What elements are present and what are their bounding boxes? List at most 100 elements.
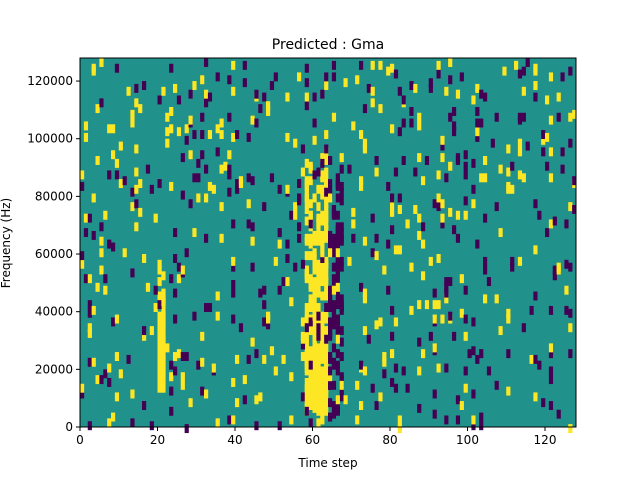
heatmap-cell: [401, 156, 406, 165]
heatmap-cell: [293, 210, 298, 220]
heatmap-cell: [378, 392, 383, 402]
heatmap-cell: [548, 343, 554, 353]
heatmap-cell: [304, 176, 309, 186]
heatmap-cell: [300, 352, 306, 361]
heatmap-cell: [459, 308, 464, 318]
heatmap-cell: [316, 331, 321, 341]
heatmap-cell: [157, 259, 162, 269]
heatmap-cell: [316, 398, 321, 408]
heatmap-cell: [444, 363, 449, 373]
heatmap-cell: [304, 377, 309, 387]
heatmap-cell: [324, 176, 329, 186]
heatmap-cell: [258, 288, 263, 298]
heatmap-cell: [506, 349, 511, 359]
heatmap-cell: [207, 303, 213, 312]
heatmap-cell: [246, 354, 251, 364]
heatmap-cell: [281, 277, 286, 287]
heatmap-cell: [390, 225, 395, 235]
heatmap-cell: [223, 161, 228, 171]
heatmap-cell: [308, 294, 313, 304]
heatmap-cell: [231, 279, 236, 289]
heatmap-cell: [390, 193, 395, 203]
heatmap-cell: [339, 228, 344, 238]
heatmap-cell: [308, 210, 313, 220]
heatmap-cell: [331, 320, 337, 330]
heatmap-cell: [331, 380, 337, 390]
heatmap-cell: [176, 274, 182, 284]
heatmap-cell: [545, 228, 550, 238]
heatmap-cell: [277, 239, 282, 249]
heatmap-cell: [320, 153, 325, 163]
heatmap-cell: [552, 271, 557, 281]
heatmap-cell: [308, 377, 313, 387]
heatmap-cell: [235, 398, 240, 408]
heatmap-cell: [149, 421, 154, 431]
heatmap-cell: [173, 288, 178, 298]
heatmap-cell: [215, 311, 220, 321]
heatmap-cell: [483, 256, 488, 266]
heatmap-cell: [475, 83, 480, 93]
heatmap-cell: [130, 202, 135, 212]
heatmap-cell: [444, 173, 449, 183]
heatmap-cell: [176, 95, 182, 105]
heatmap-cell: [564, 285, 569, 295]
heatmap-cell: [328, 366, 333, 376]
heatmap-cell: [506, 167, 511, 177]
heatmap-cell: [134, 199, 139, 209]
heatmap-cell: [134, 167, 139, 177]
heatmap-cell: [153, 213, 158, 223]
heatmap-cell: [552, 265, 557, 275]
y-axis-ticks: 0 20000 40000 60000 80000 100000 120000: [27, 74, 80, 434]
heatmap-cell: [304, 392, 309, 402]
heatmap-cell: [87, 300, 92, 310]
heatmap-cell: [95, 375, 100, 385]
heatmap-cell: [262, 92, 267, 102]
heatmap-cell: [324, 311, 329, 321]
heatmap-cell: [161, 349, 166, 359]
heatmap-cell: [452, 127, 457, 137]
heatmap-cell: [304, 63, 309, 73]
heatmap-cell: [393, 317, 399, 327]
heatmap-cell: [312, 346, 317, 356]
heatmap-cell: [533, 199, 538, 209]
heatmap-cell: [324, 334, 329, 344]
heatmap-cell: [165, 343, 170, 353]
heatmap-cell: [99, 248, 104, 258]
heatmap-cell: [432, 300, 437, 310]
heatmap-cell: [262, 354, 267, 364]
heatmap-cell: [463, 366, 468, 376]
heatmap-cell: [204, 193, 209, 203]
heatmap-cell: [328, 179, 333, 189]
heatmap-cell: [417, 230, 422, 240]
heatmap-cell: [169, 406, 174, 416]
heatmap-cell: [548, 366, 554, 376]
heatmap-cell: [254, 395, 259, 405]
heatmap-cell: [374, 320, 379, 330]
heatmap-cell: [366, 334, 371, 344]
heatmap-cell: [324, 193, 329, 203]
heatmap-cell: [324, 187, 329, 197]
heatmap-cell: [312, 354, 317, 364]
heatmap-cell: [316, 343, 321, 353]
y-tick-label: 60000: [35, 247, 73, 261]
heatmap-cell: [114, 392, 120, 402]
heatmap-cell: [568, 202, 573, 212]
heatmap-cell: [393, 245, 399, 255]
heatmap-cell: [169, 63, 174, 73]
heatmap-cell: [99, 236, 104, 246]
heatmap-cell: [374, 156, 379, 165]
heatmap-cell: [320, 320, 325, 330]
heatmap-cell: [409, 107, 414, 116]
heatmap-cell: [231, 415, 236, 425]
heatmap-cell: [99, 98, 104, 108]
heatmap-cell: [378, 104, 383, 114]
heatmap-cell: [231, 377, 236, 387]
heatmap-cell: [463, 314, 468, 324]
heatmap-cell: [91, 230, 96, 240]
heatmap-cell: [184, 248, 189, 258]
heatmap-cell: [107, 377, 112, 387]
heatmap-cell: [169, 372, 174, 382]
heatmap-cell: [378, 317, 383, 327]
heatmap-cell: [238, 323, 244, 333]
heatmap-cell: [262, 300, 267, 310]
